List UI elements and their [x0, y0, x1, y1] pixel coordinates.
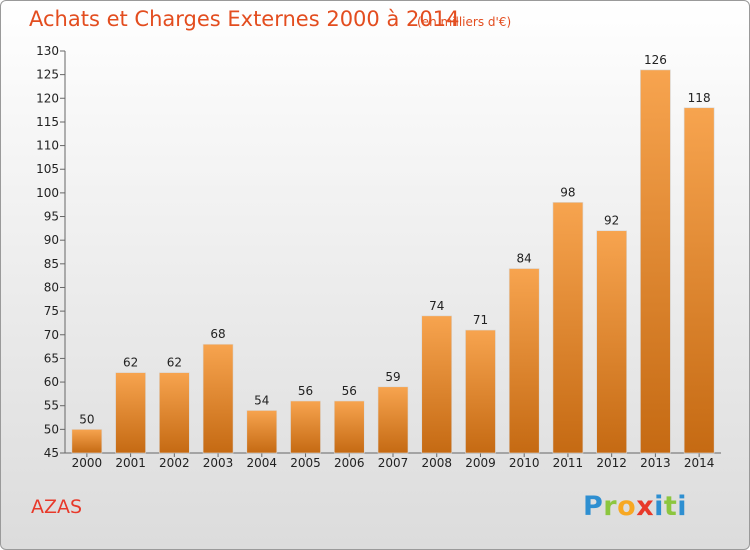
bar-2009 — [465, 329, 496, 454]
bar-2010 — [508, 268, 540, 454]
logo-letter: i — [677, 491, 688, 522]
y-tick-label: 55 — [44, 399, 59, 413]
x-tick-label: 2008 — [421, 456, 452, 470]
bar-2001 — [115, 372, 146, 454]
y-tick-label: 100 — [36, 186, 59, 200]
x-tick-label: 2002 — [159, 456, 190, 470]
x-tick-label: 2009 — [465, 456, 496, 470]
bar-value-label: 118 — [688, 91, 711, 105]
x-tick-label: 2012 — [596, 456, 627, 470]
bar-2003 — [202, 343, 234, 454]
y-tick-label: 75 — [44, 304, 59, 318]
y-tick-label: 130 — [36, 44, 59, 58]
y-tick-label: 105 — [36, 162, 59, 176]
x-tick-label: 2001 — [115, 456, 146, 470]
bar-value-label: 71 — [473, 313, 488, 327]
bar-2002 — [159, 372, 190, 454]
bars: 50 62 62 68 54 56 56 59 74 71 84 98 92 126 118 — [71, 53, 715, 454]
logo-letter: P — [583, 491, 604, 522]
y-tick-label: 125 — [36, 68, 59, 82]
logo-letter: x — [636, 491, 655, 522]
y-tick-label: 120 — [36, 91, 59, 105]
bar-value-label: 56 — [298, 384, 313, 398]
bar-2004 — [246, 410, 278, 454]
logo-letter: t — [663, 491, 678, 522]
x-tick-label: 2007 — [378, 456, 409, 470]
logo-letter: r — [603, 491, 618, 522]
y-tick-label: 60 — [44, 375, 59, 389]
bar-2013 — [640, 69, 671, 454]
bar-2000 — [71, 429, 103, 454]
bar-value-label: 56 — [342, 384, 357, 398]
x-tick-label: 2005 — [290, 456, 321, 470]
bar-2005 — [290, 400, 321, 454]
y-tick-label: 45 — [44, 446, 59, 460]
x-tick-label: 2014 — [684, 456, 715, 470]
bar-2012 — [596, 230, 627, 454]
y-tick-label: 70 — [44, 328, 59, 342]
logo-letter: i — [654, 491, 664, 522]
bar-value-label: 126 — [644, 53, 667, 67]
logo-letter: o — [617, 491, 637, 522]
y-tick-label: 90 — [44, 233, 59, 247]
bar-2006 — [333, 400, 365, 454]
x-axis: 2000 2001 2002 2003 2004 2005 2006 2007 2008 2009… — [65, 452, 721, 470]
bar-value-label: 50 — [79, 412, 94, 426]
y-tick-label: 95 — [44, 210, 59, 224]
commune-name: AZAS — [31, 496, 83, 518]
bar-2008 — [421, 315, 453, 454]
bar-2007 — [377, 386, 409, 454]
x-tick-label: 2011 — [553, 456, 584, 470]
y-tick-label: 65 — [44, 351, 59, 365]
bar-value-label: 62 — [123, 356, 138, 370]
bar-value-label: 92 — [604, 214, 619, 228]
proxiti-logo[interactable]: Proxiti — [583, 491, 687, 522]
x-tick-label: 2004 — [247, 456, 278, 470]
bar-value-label: 54 — [254, 393, 269, 407]
bar-value-label: 68 — [210, 327, 225, 341]
x-tick-label: 2006 — [334, 456, 365, 470]
x-tick-label: 2013 — [640, 456, 671, 470]
y-axis: 45 50 55 60 65 70 75 80 85 90 95 100 105 110 115 120 125… — [36, 44, 66, 460]
bar-value-label: 84 — [517, 252, 532, 266]
y-tick-label: 115 — [36, 115, 59, 129]
bar-value-label: 74 — [429, 299, 444, 313]
x-tick-label: 2000 — [72, 456, 103, 470]
bar-value-label: 98 — [560, 185, 575, 199]
chart-title: Achats et Charges Externes 2000 à 2014 — [29, 7, 460, 31]
x-tick-label: 2010 — [509, 456, 540, 470]
y-tick-label: 85 — [44, 257, 59, 271]
x-tick-label: 2003 — [203, 456, 234, 470]
bar-value-label: 59 — [385, 370, 400, 384]
y-tick-label: 50 — [44, 422, 59, 436]
y-tick-label: 110 — [36, 139, 59, 153]
bar-2014 — [683, 107, 715, 454]
bar-value-label: 62 — [167, 356, 182, 370]
y-tick-label: 80 — [44, 280, 59, 294]
chart-subtitle: (en milliers d'€) — [417, 15, 512, 29]
bar-2011 — [552, 202, 584, 454]
